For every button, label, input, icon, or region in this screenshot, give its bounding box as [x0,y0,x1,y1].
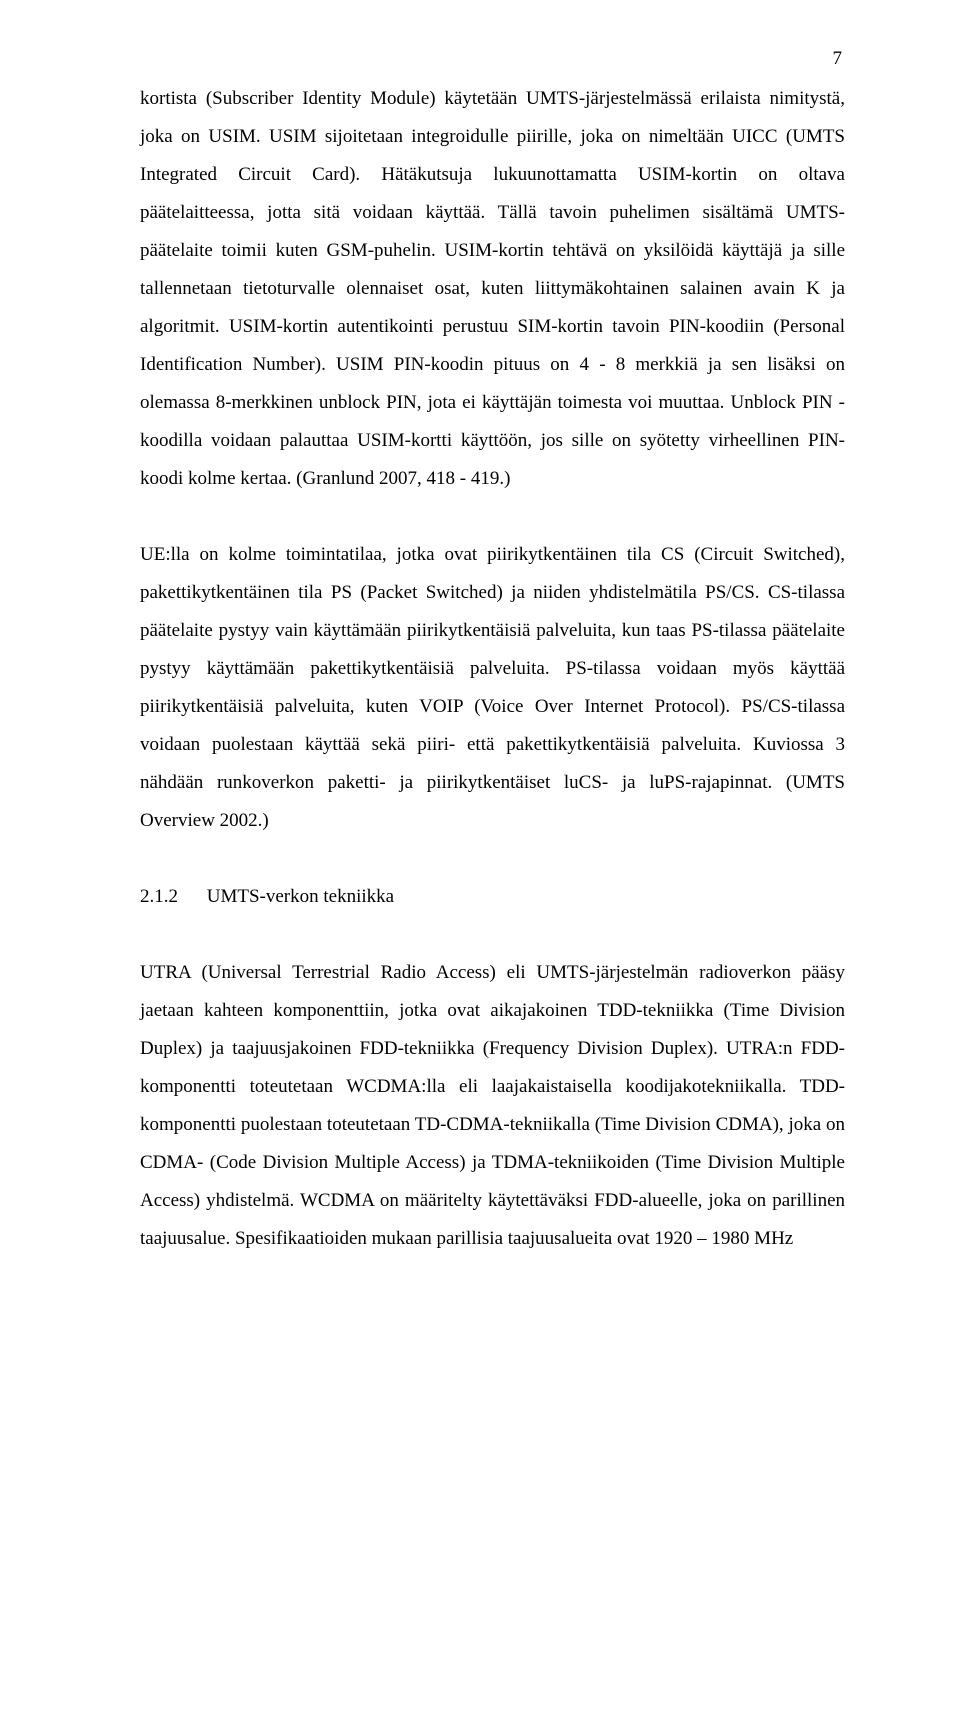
section-title: UMTS-verkon tekniikka [207,886,394,907]
body-paragraph: kortista (Subscriber Identity Module) kä… [140,80,845,498]
page-number: 7 [833,48,843,70]
body-paragraph: UTRA (Universal Terrestrial Radio Access… [140,954,845,1258]
body-paragraph: UE:lla on kolme toimintatilaa, jotka ova… [140,536,845,840]
section-number: 2.1.2 [140,878,202,916]
document-page: 7 kortista (Subscriber Identity Module) … [0,0,960,1726]
section-heading: 2.1.2 UMTS-verkon tekniikka [140,878,845,916]
